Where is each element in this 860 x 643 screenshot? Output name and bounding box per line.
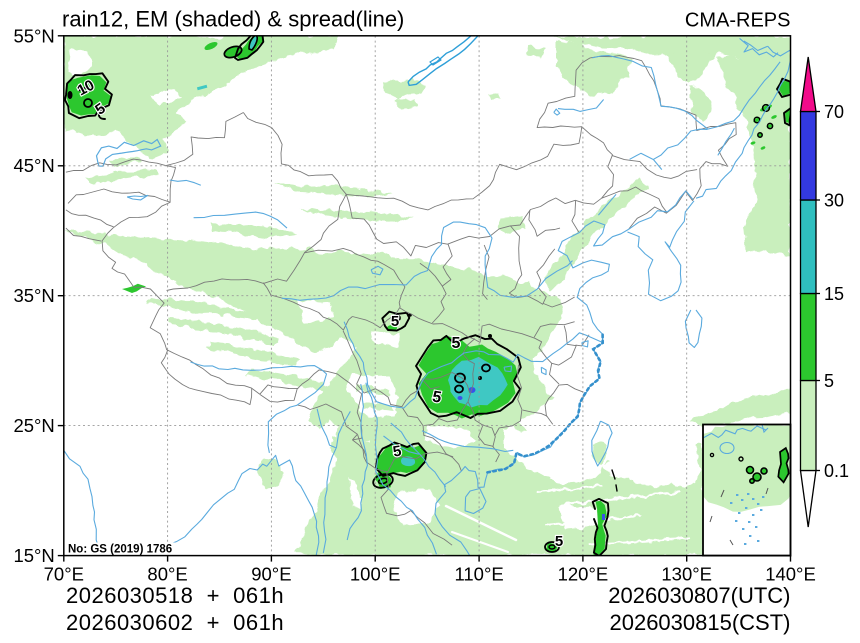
svg-text:CMA-REPS: CMA-REPS <box>685 10 791 32</box>
svg-text:5: 5 <box>431 388 443 406</box>
svg-text:rain12, EM (shaded) & spread(l: rain12, EM (shaded) & spread(line) <box>62 7 404 32</box>
svg-text:100°E: 100°E <box>350 564 401 585</box>
svg-text:130°E: 130°E <box>661 564 712 585</box>
svg-text:45°N: 45°N <box>13 155 54 176</box>
svg-text:5: 5 <box>824 371 834 391</box>
svg-text:2026030602 + 061h: 2026030602 + 061h <box>66 610 284 635</box>
svg-text:2026030815(CST): 2026030815(CST) <box>609 610 790 635</box>
svg-text:120°E: 120°E <box>558 564 609 585</box>
svg-text:15°N: 15°N <box>13 545 54 566</box>
svg-text:5: 5 <box>452 335 461 352</box>
svg-text:No: GS (2019) 1786: No: GS (2019) 1786 <box>68 544 172 556</box>
svg-text:35°N: 35°N <box>13 285 54 306</box>
svg-text:70°E: 70°E <box>44 564 84 585</box>
svg-text:55°N: 55°N <box>13 25 54 46</box>
svg-text:25°N: 25°N <box>13 415 54 436</box>
svg-text:5: 5 <box>391 313 399 330</box>
svg-text:140°E: 140°E <box>765 564 816 585</box>
svg-text:0.1: 0.1 <box>824 461 849 481</box>
svg-text:30: 30 <box>824 191 844 211</box>
svg-text:5: 5 <box>555 533 563 550</box>
svg-text:110°E: 110°E <box>454 564 503 585</box>
svg-text:15: 15 <box>824 284 844 304</box>
svg-text:90°E: 90°E <box>251 564 291 585</box>
svg-text:2026030518 + 061h: 2026030518 + 061h <box>66 583 284 608</box>
svg-text:2026030807(UTC): 2026030807(UTC) <box>608 583 790 608</box>
svg-text:80°E: 80°E <box>147 564 187 585</box>
svg-text:70: 70 <box>824 102 844 122</box>
